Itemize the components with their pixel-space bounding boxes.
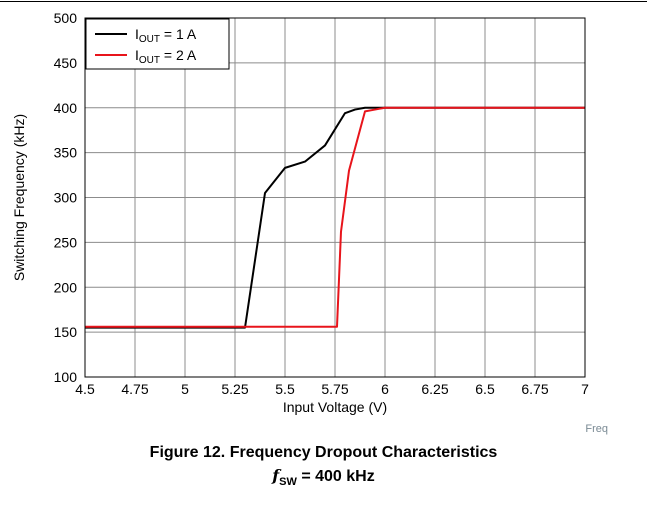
y-tick-label: 100 [54,369,78,385]
y-tick-label: 500 [54,10,78,26]
x-tick-label: 6.75 [521,381,548,397]
y-tick-label: 400 [54,100,78,116]
grid [84,17,586,378]
frequency-dropout-chart: 4.5 4.75 5 5.25 5.5 5.75 6 6.25 6.5 6.75 7 100 150 2… [11,10,608,435]
x-tick-label: 5.5 [275,381,295,397]
y-tick-label: 450 [54,55,78,71]
legend-box [85,18,230,70]
subtitle-symbol: f [272,466,280,485]
legend-label-rest: = 2 A [160,47,197,63]
legend-label-subscript: OUT [139,34,160,45]
y-tick-label: 350 [54,145,78,161]
y-tick-label: 150 [54,324,78,340]
series-layer [85,106,585,329]
x-tick-label: 7 [581,381,589,397]
top-rule [0,1,647,2]
series-line-1 [85,106,585,329]
x-tick-label: 4.75 [121,381,148,397]
legend-label-2: IOUT = 2 A [135,47,197,66]
legend-label-main: I [135,47,139,63]
y-tick-label: 250 [54,234,78,250]
x-tick-label: 6 [381,381,389,397]
figure-title: Figure 12. Frequency Dropout Characteris… [149,444,498,461]
y-tick-labels: 100 150 200 250 300 350 400 450 500 [54,10,78,385]
plot-frame [84,17,586,378]
series-line-2 [85,106,585,328]
x-tick-label: 4.5 [75,381,95,397]
legend-label-rest: = 1 A [160,26,197,42]
x-tick-label: 5.25 [221,381,248,397]
x-axis-title: Input Voltage (V) [283,399,387,415]
x-tick-label: 6.5 [475,381,495,397]
legend-label-main: I [135,26,139,42]
legend-label-1: IOUT = 1 A [135,26,197,45]
y-tick-label: 300 [54,190,78,206]
x-tick-label: 5 [181,381,189,397]
subtitle-rest: = 400 kHz [296,468,375,485]
y-tick-label: 200 [54,279,78,295]
figure-subtitle: fSW = 400 kHz [0,466,647,488]
figure-credit: Freq [585,423,608,435]
x-tick-label: 5.75 [321,381,348,397]
x-tick-label: 6.25 [421,381,448,397]
x-tick-labels: 4.5 4.75 5 5.25 5.5 5.75 6 6.25 6.5 6.75 7 [75,381,589,397]
legend-label-subscript: OUT [139,55,160,66]
y-axis-title: Switching Frequency (kHz) [11,114,27,281]
subtitle-subscript: SW [279,476,297,489]
